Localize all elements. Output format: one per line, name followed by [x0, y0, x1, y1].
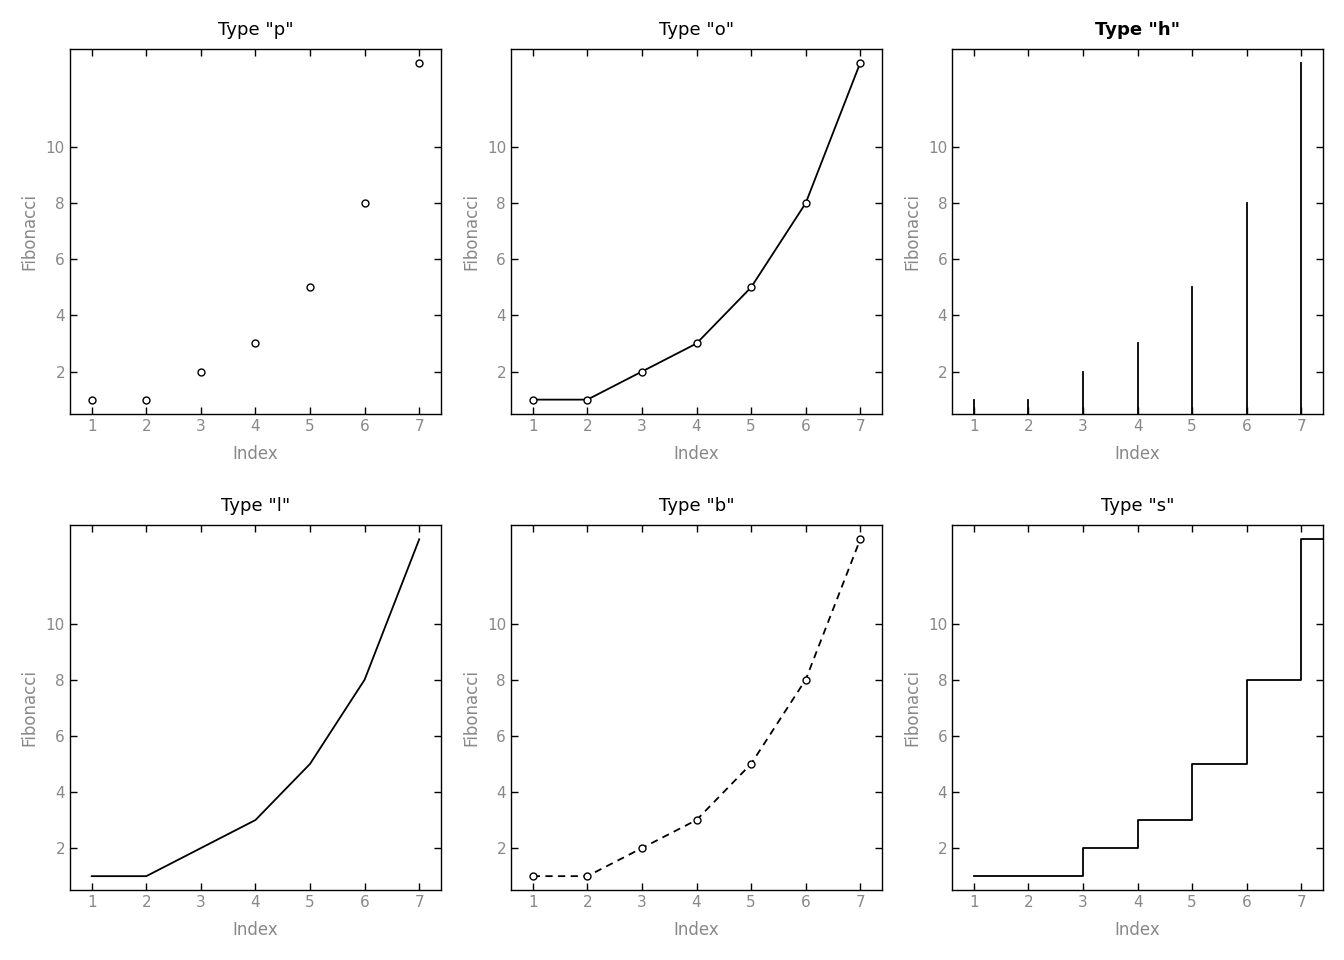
Y-axis label: Fibonacci: Fibonacci: [462, 193, 480, 270]
X-axis label: Index: Index: [673, 922, 719, 939]
Title: Type "b": Type "b": [659, 497, 734, 516]
X-axis label: Index: Index: [1114, 444, 1160, 463]
Title: Type "o": Type "o": [659, 21, 734, 38]
Title: Type "l": Type "l": [220, 497, 290, 516]
X-axis label: Index: Index: [673, 444, 719, 463]
X-axis label: Index: Index: [233, 922, 278, 939]
Title: Type "s": Type "s": [1101, 497, 1175, 516]
X-axis label: Index: Index: [233, 444, 278, 463]
X-axis label: Index: Index: [1114, 922, 1160, 939]
Y-axis label: Fibonacci: Fibonacci: [903, 669, 921, 746]
Y-axis label: Fibonacci: Fibonacci: [462, 669, 480, 746]
Y-axis label: Fibonacci: Fibonacci: [22, 193, 39, 270]
Title: Type "h": Type "h": [1095, 21, 1180, 38]
Title: Type "p": Type "p": [218, 21, 293, 38]
Y-axis label: Fibonacci: Fibonacci: [903, 193, 921, 270]
Y-axis label: Fibonacci: Fibonacci: [22, 669, 39, 746]
